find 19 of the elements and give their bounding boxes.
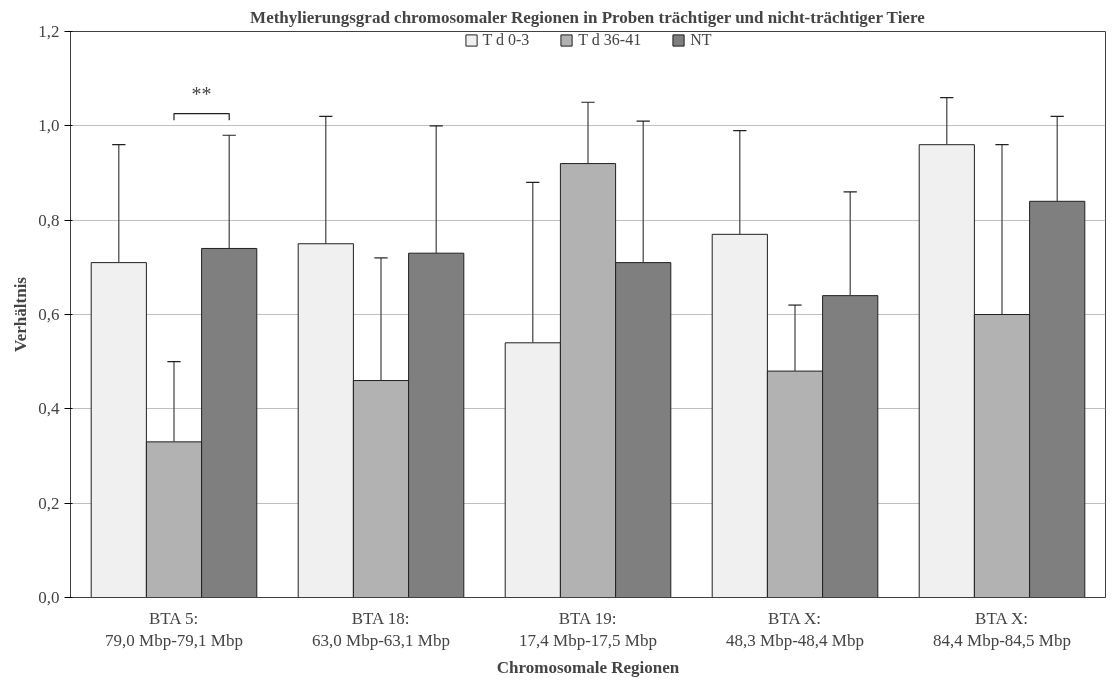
y-axis-title: Verhältnis [11, 276, 31, 352]
y-tick-label: 0,8 [38, 210, 60, 230]
x-tick-label: BTA X: 48,3 Mbp-48,4 Mbp [726, 608, 864, 651]
y-tick-label: 0,2 [38, 493, 60, 513]
legend-label: T d 0-3 [482, 31, 530, 49]
x-axis-title: Chromosomale Regionen [496, 658, 680, 678]
y-tick-label: 0,4 [38, 399, 60, 419]
y-tick-label: 0,0 [38, 588, 60, 607]
x-tick-label: BTA 5: 79,0 Mbp-79,1 Mbp [105, 608, 243, 651]
annotation: ** [191, 83, 212, 106]
legend-label: T d 36-41 [578, 31, 642, 49]
x-tick-label: BTA X: 84,4 Mbp-84,5 Mbp [933, 608, 1071, 651]
y-tick-label: 1,0 [38, 116, 60, 136]
legend-label: NT [690, 31, 712, 49]
chart-title: Methylierungsgrad chromosomaler Regionen in Proben trächtiger und nicht-trächtiger Tiere [250, 7, 926, 27]
y-tick-label: 1,2 [38, 22, 60, 41]
y-tick-label: 0,6 [38, 305, 60, 324]
x-tick-label: BTA 18: 63,0 Mbp-63,1 Mbp [312, 608, 450, 651]
x-tick-label: BTA 19: 17,4 Mbp-17,5 Mbp [519, 608, 657, 651]
